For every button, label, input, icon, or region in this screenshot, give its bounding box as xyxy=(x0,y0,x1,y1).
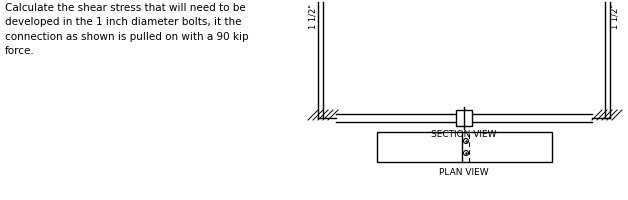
Bar xyxy=(456,110,472,126)
Text: 1 1/2": 1 1/2" xyxy=(610,4,619,29)
Text: PLAN VIEW: PLAN VIEW xyxy=(439,168,489,177)
Bar xyxy=(377,132,551,162)
Text: 1 1/2": 1 1/2" xyxy=(308,4,318,29)
Text: SECTION VIEW: SECTION VIEW xyxy=(431,130,497,139)
Text: Calculate the shear stress that will need to be
developed in the 1 inch diameter: Calculate the shear stress that will nee… xyxy=(5,3,249,56)
